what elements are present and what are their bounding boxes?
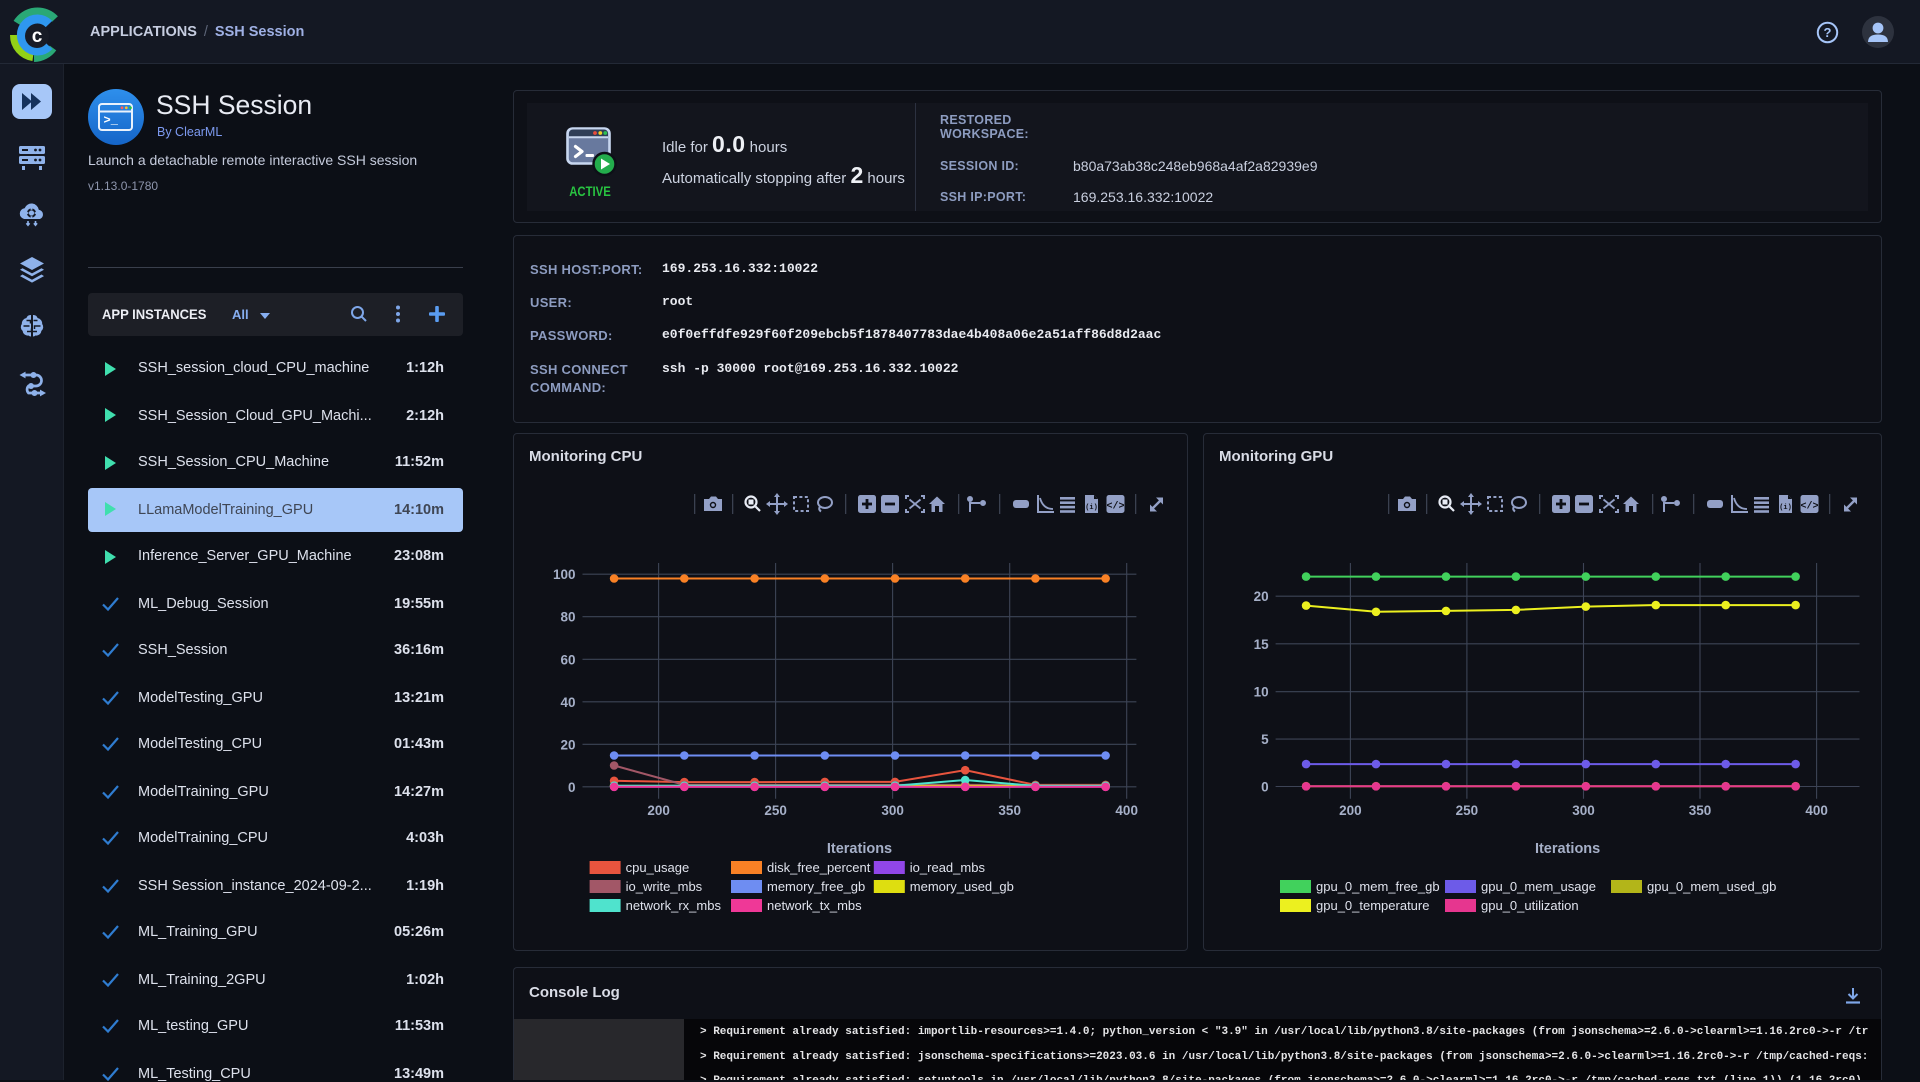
svg-text:memory_free_gb: memory_free_gb <box>767 879 865 894</box>
svg-text:Iterations: Iterations <box>827 841 892 857</box>
svg-text:5: 5 <box>1261 732 1269 747</box>
svg-text:60: 60 <box>560 652 575 667</box>
svg-text:80: 80 <box>560 610 575 625</box>
svg-text:350: 350 <box>998 803 1021 818</box>
svg-text:200: 200 <box>647 803 670 818</box>
svg-text:io_read_mbs: io_read_mbs <box>910 860 986 875</box>
svg-text:0: 0 <box>568 780 576 795</box>
svg-text:c: c <box>32 26 43 47</box>
svg-text:400: 400 <box>1115 803 1138 818</box>
svg-text:memory_used_gb: memory_used_gb <box>910 879 1014 894</box>
svg-text:300: 300 <box>881 803 904 818</box>
svg-text:Iterations: Iterations <box>1535 841 1600 857</box>
svg-text:?: ? <box>1824 25 1832 40</box>
svg-text:350: 350 <box>1689 803 1712 818</box>
svg-text:</>: </> <box>1800 501 1818 513</box>
svg-text:gpu_0_mem_usage: gpu_0_mem_usage <box>1481 879 1596 894</box>
svg-text:</>: </> <box>1106 501 1124 513</box>
svg-text:(i): (i) <box>1779 504 1792 512</box>
svg-text:0: 0 <box>1261 780 1269 795</box>
svg-text:(i): (i) <box>1085 504 1098 512</box>
svg-text:250: 250 <box>1456 803 1479 818</box>
svg-text:cpu_usage: cpu_usage <box>626 860 690 875</box>
svg-text:gpu_0_temperature: gpu_0_temperature <box>1316 898 1429 913</box>
svg-text:250: 250 <box>764 803 787 818</box>
svg-text:40: 40 <box>560 695 575 710</box>
svg-text:network_tx_mbs: network_tx_mbs <box>767 898 862 913</box>
svg-text:>_: >_ <box>104 114 119 128</box>
svg-text:gpu_0_utilization: gpu_0_utilization <box>1481 898 1579 913</box>
svg-text:10: 10 <box>1254 685 1269 700</box>
svg-text:disk_free_percent: disk_free_percent <box>767 860 871 875</box>
svg-text:100: 100 <box>553 567 576 582</box>
svg-text:400: 400 <box>1805 803 1828 818</box>
svg-text:200: 200 <box>1339 803 1362 818</box>
svg-text:network_rx_mbs: network_rx_mbs <box>626 898 722 913</box>
svg-text:gpu_0_mem_used_gb: gpu_0_mem_used_gb <box>1647 879 1776 894</box>
svg-text:io_write_mbs: io_write_mbs <box>626 879 703 894</box>
svg-text:gpu_0_mem_free_gb: gpu_0_mem_free_gb <box>1316 879 1440 894</box>
svg-text:20: 20 <box>560 737 575 752</box>
svg-text:15: 15 <box>1254 637 1270 652</box>
svg-text:300: 300 <box>1572 803 1595 818</box>
svg-text:20: 20 <box>1254 589 1269 604</box>
